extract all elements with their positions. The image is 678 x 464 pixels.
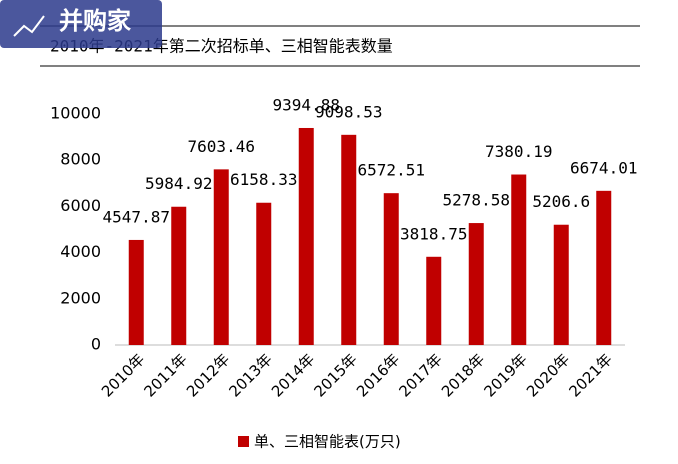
x-tick-label: 2019年 — [480, 350, 530, 400]
y-tick-label: 8000 — [60, 150, 101, 169]
legend-swatch — [238, 436, 249, 447]
bar — [553, 224, 569, 345]
x-tick-label: 2011年 — [140, 350, 190, 400]
legend-label: 单、三相智能表(万只) — [254, 433, 401, 451]
bar — [511, 174, 527, 345]
data-label: 5984.92 — [145, 174, 212, 193]
y-tick-label: 6000 — [60, 196, 101, 215]
data-label: 6674.01 — [570, 158, 637, 177]
y-tick-label: 4000 — [60, 242, 101, 261]
watermark: 并购家 — [59, 7, 131, 35]
watermark-box — [0, 0, 162, 48]
watermark-icon — [13, 15, 45, 37]
data-label: 3818.75 — [400, 224, 467, 243]
bar — [171, 206, 187, 345]
data-label: 9394.88 — [273, 95, 340, 114]
x-tick-label: 2010年 — [98, 350, 148, 400]
bar — [341, 134, 357, 345]
bar — [128, 239, 144, 345]
data-label: 7603.46 — [188, 137, 255, 156]
x-tick-label: 2017年 — [395, 350, 445, 400]
x-tick-label: 2018年 — [438, 350, 488, 400]
bar — [468, 223, 484, 345]
x-tick-label: 2021年 — [565, 350, 615, 400]
bar — [213, 169, 229, 345]
data-label: 7380.19 — [485, 142, 552, 161]
x-tick-label: 2015年 — [310, 350, 360, 400]
data-label: 4547.87 — [103, 207, 170, 226]
x-tick-label: 2013年 — [225, 350, 275, 400]
data-label: 6572.51 — [358, 161, 425, 180]
bar — [256, 202, 272, 345]
bar — [298, 127, 314, 345]
data-label: 5278.58 — [443, 191, 510, 210]
data-label: 5206.6 — [532, 192, 590, 211]
x-tick-label: 2012年 — [183, 350, 233, 400]
data-label: 6158.33 — [230, 170, 297, 189]
y-tick-label: 2000 — [60, 288, 101, 307]
bar — [426, 256, 442, 345]
bar — [383, 193, 399, 345]
x-tick-label: 2016年 — [353, 350, 403, 400]
y-tick-label: 10000 — [50, 104, 101, 123]
x-tick-label: 2014年 — [268, 350, 318, 400]
x-tick-label: 2020年 — [523, 350, 573, 400]
y-tick-label: 0 — [91, 335, 101, 354]
bar — [596, 190, 612, 345]
data-label: 9098.53 — [315, 102, 382, 121]
